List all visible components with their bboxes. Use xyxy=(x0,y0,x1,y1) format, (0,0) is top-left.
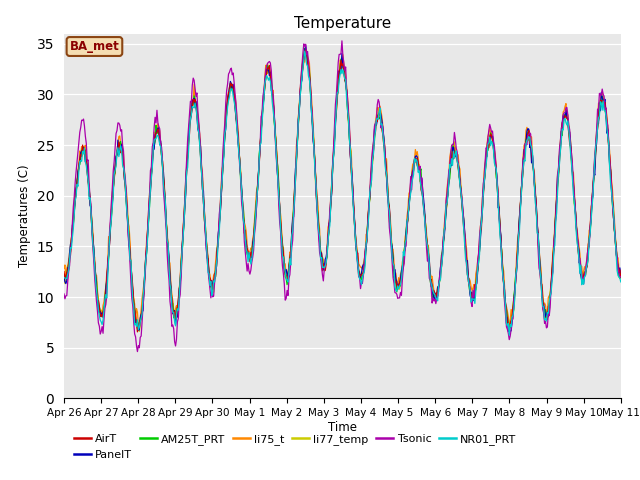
AM25T_PRT xyxy=(60,277,68,283)
AM25T_PRT xyxy=(301,46,308,51)
li75_t xyxy=(204,256,212,262)
Line: li77_temp: li77_temp xyxy=(64,54,621,331)
li75_t xyxy=(617,271,625,276)
AM25T_PRT xyxy=(389,254,397,260)
li75_t xyxy=(60,265,68,271)
NR01_PRT xyxy=(617,279,625,285)
li75_t xyxy=(481,160,489,166)
li77_temp xyxy=(314,204,322,210)
li75_t xyxy=(390,259,398,265)
NR01_PRT xyxy=(480,180,488,185)
X-axis label: Time: Time xyxy=(328,421,357,434)
li77_temp xyxy=(434,293,442,299)
AirT xyxy=(481,170,489,176)
PanelT xyxy=(389,257,397,263)
AirT xyxy=(434,293,442,299)
li77_temp xyxy=(617,274,625,279)
li75_t xyxy=(159,172,167,178)
PanelT xyxy=(60,274,68,279)
AirT xyxy=(159,175,167,180)
AM25T_PRT xyxy=(617,273,625,279)
PanelT xyxy=(204,255,211,261)
Tsonic xyxy=(204,268,212,274)
NR01_PRT xyxy=(159,164,166,169)
li77_temp xyxy=(159,177,167,182)
AirT xyxy=(314,214,322,220)
PanelT xyxy=(313,200,321,205)
AM25T_PRT xyxy=(433,291,440,297)
NR01_PRT xyxy=(301,48,308,54)
Y-axis label: Temperatures (C): Temperatures (C) xyxy=(18,165,31,267)
Tsonic xyxy=(338,38,346,44)
NR01_PRT xyxy=(313,198,321,204)
PanelT xyxy=(617,274,625,279)
Tsonic xyxy=(159,188,167,194)
Tsonic xyxy=(390,280,398,286)
li75_t xyxy=(136,325,143,331)
Line: NR01_PRT: NR01_PRT xyxy=(64,51,621,335)
PanelT xyxy=(480,183,488,189)
li75_t xyxy=(314,200,322,205)
AM25T_PRT xyxy=(506,325,514,331)
Tsonic xyxy=(434,292,442,298)
li75_t xyxy=(434,284,442,290)
li77_temp xyxy=(390,268,398,274)
NR01_PRT xyxy=(204,254,211,260)
Line: li75_t: li75_t xyxy=(64,51,621,328)
PanelT xyxy=(433,296,440,301)
Line: PanelT: PanelT xyxy=(64,46,621,332)
PanelT xyxy=(504,329,512,335)
Title: Temperature: Temperature xyxy=(294,16,391,31)
PanelT xyxy=(159,164,166,169)
li77_temp xyxy=(481,168,489,174)
li77_temp xyxy=(60,273,68,279)
AM25T_PRT xyxy=(313,202,321,208)
NR01_PRT xyxy=(389,261,397,266)
AM25T_PRT xyxy=(159,162,166,168)
Legend: AirT, PanelT, AM25T_PRT, li75_t, li77_temp, Tsonic, NR01_PRT: AirT, PanelT, AM25T_PRT, li75_t, li77_te… xyxy=(70,430,521,464)
Tsonic xyxy=(313,204,321,210)
AirT xyxy=(390,266,398,272)
AirT xyxy=(60,269,68,275)
Tsonic xyxy=(617,274,625,279)
li77_temp xyxy=(136,328,143,334)
Line: AirT: AirT xyxy=(64,50,621,332)
li77_temp xyxy=(204,261,212,266)
AirT xyxy=(134,329,141,335)
NR01_PRT xyxy=(60,275,68,280)
AirT xyxy=(302,47,310,53)
PanelT xyxy=(302,43,310,48)
Line: Tsonic: Tsonic xyxy=(64,41,621,351)
li75_t xyxy=(302,48,310,54)
li77_temp xyxy=(302,51,310,57)
AM25T_PRT xyxy=(480,179,488,184)
Tsonic xyxy=(60,291,68,297)
Tsonic xyxy=(481,159,489,165)
NR01_PRT xyxy=(433,296,440,302)
Line: AM25T_PRT: AM25T_PRT xyxy=(64,48,621,328)
AirT xyxy=(617,275,625,280)
AM25T_PRT xyxy=(204,249,211,254)
AirT xyxy=(204,257,212,263)
Text: BA_met: BA_met xyxy=(70,40,119,53)
Tsonic xyxy=(134,348,141,354)
NR01_PRT xyxy=(506,332,513,338)
